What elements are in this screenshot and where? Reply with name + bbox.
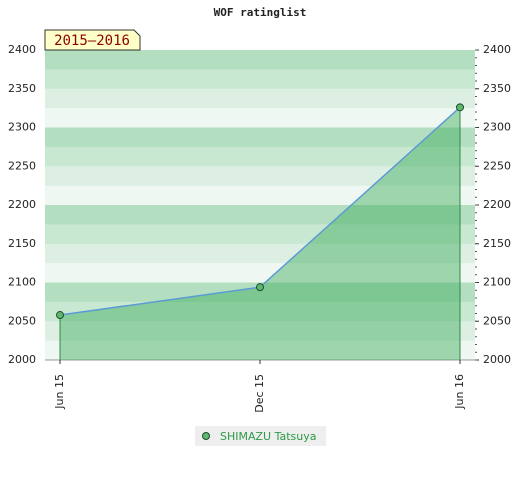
x-tick-label: Jun 15 [53,374,66,410]
band [45,108,475,128]
y2-tick-label: 2250 [483,159,511,172]
y-tick-label: 2200 [8,198,36,211]
y-tick-label: 2100 [8,276,36,289]
band [45,263,475,283]
band [45,127,475,148]
legend-label: SHIMAZU Tatsuya [220,430,317,443]
y-tick-label: 2300 [8,121,36,134]
y2-tick-label: 2400 [483,43,511,56]
y-tick-label: 2250 [8,159,36,172]
band [45,69,475,90]
band [45,224,475,245]
area [60,107,460,360]
badge-text: 2015–2016 [54,33,130,49]
band [45,166,475,187]
y-tick-label: 2400 [8,43,36,56]
y2-tick-label: 2050 [483,314,511,327]
band [45,301,475,322]
plot-area: 2000 2000 2050 2050 2100 2100 2150 2150 2200 2200… [8,43,511,413]
y2-tick-label: 2200 [483,198,511,211]
y-tick-label: 2350 [8,82,36,95]
point [256,283,264,292]
band [45,88,475,109]
band [45,321,475,342]
badge: 2015–2016 [44,29,141,51]
band [45,50,475,70]
y2-tick-label: 2300 [483,121,511,134]
y2-tick-label: 2150 [483,237,511,250]
y2-tick-label: 2350 [483,82,511,95]
y2-tick-label: 2000 [483,353,511,366]
legend-box [195,426,326,446]
band [45,282,475,303]
band [45,340,475,361]
y-tick-label: 2050 [8,314,36,327]
legend-marker [202,432,210,440]
band [45,146,475,167]
y-tick-label: 2150 [8,237,36,250]
band [45,243,475,264]
band [45,205,475,225]
x-tick-label: Jun 16 [453,374,466,410]
point [456,103,464,112]
badge-box [44,29,141,51]
y-tick-label: 2000 [8,353,36,366]
point [56,311,64,320]
x-tick-label: Dec 15 [253,374,266,413]
y2-tick-label: 2100 [483,276,511,289]
chart-title: WOF ratinglist [214,6,307,19]
